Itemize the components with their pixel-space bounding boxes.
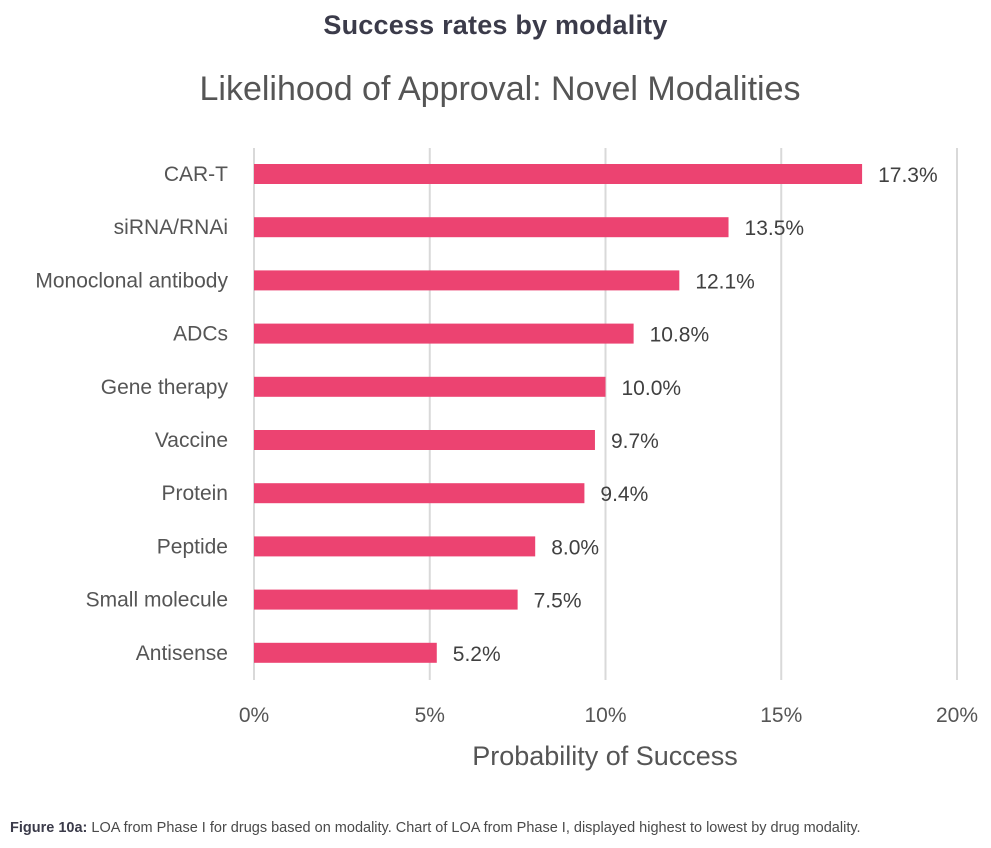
caption-text: LOA from Phase I for drugs based on moda… [87,820,861,836]
category-label: Protein [161,482,228,505]
data-label: 17.3% [878,164,938,187]
category-label: CAR-T [164,163,228,186]
bar [254,483,585,504]
category-label: siRNA/RNAi [114,216,228,239]
data-label: 8.0% [551,536,599,559]
category-label: Small molecule [86,589,228,612]
data-label: 9.4% [600,483,648,506]
x-tick-label: 10% [584,704,626,727]
x-tick-label: 15% [760,704,802,727]
x-axis-label: Probability of Success [472,741,738,771]
bar [254,164,863,184]
data-label: 10.0% [622,377,682,400]
bar [254,430,595,450]
category-label: Peptide [157,535,228,558]
bar [254,217,729,238]
data-label: 13.5% [745,217,805,240]
category-label: Antisense [136,642,228,665]
bar [254,536,536,557]
data-label: 10.8% [650,324,710,347]
bar [254,589,518,610]
data-labels: 17.3% 13.5% 12.1% 10.8% 10.0% 9.7% 9.4% 8.0% 7.5… [453,164,938,666]
section-heading: Success rates by modality [323,10,668,40]
category-labels: CAR-T siRNA/RNAi Monoclonal antibody ADCs Ge… [35,163,228,665]
category-label: Vaccine [155,429,228,452]
category-label: Monoclonal antibody [35,269,228,292]
bar [254,642,437,663]
bars [254,164,863,663]
chart-title: Likelihood of Approval: Novel Modalities [199,70,801,108]
bar [254,270,680,291]
figure-caption: Figure 10a: LOA from Phase I for drugs b… [10,820,861,836]
bar [254,323,634,344]
bar-chart: CAR-T siRNA/RNAi Monoclonal antibody ADCs Ge… [35,148,978,771]
data-label: 9.7% [611,430,659,453]
x-tick-label: 20% [936,704,978,727]
category-label: ADCs [173,323,228,346]
x-tick-label: 0% [239,704,269,727]
x-tick-label: 5% [415,704,445,727]
data-label: 12.1% [695,270,755,293]
data-label: 5.2% [453,643,501,666]
x-tick-labels: 0% 5% 10% 15% 20% [239,704,978,727]
data-label: 7.5% [534,590,582,613]
bar [254,376,606,397]
category-label: Gene therapy [101,376,229,399]
caption-label: Figure 10a: [10,820,88,836]
